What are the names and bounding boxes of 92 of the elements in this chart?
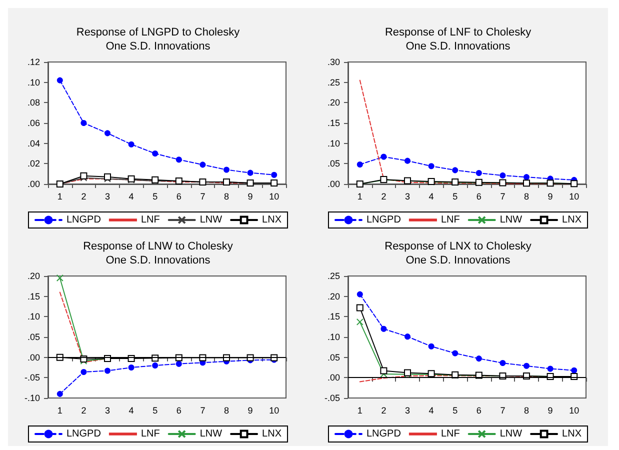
y-tick-label: .10 [327,138,340,148]
y-tick-label: .04 [27,138,40,148]
x-tick-label: 2 [81,192,86,202]
chart-title: Response of LNF to Cholesky [384,26,532,38]
y-tick-label: .20 [327,98,340,108]
legend-label: LNGPD [366,428,401,440]
chart-subtitle: One S.D. Innovations [106,254,211,266]
legend-label: LNX [262,428,282,440]
legend-label: LNW [500,214,523,226]
y-tick-label: .05 [327,352,340,362]
y-tick-label: -.05 [324,393,340,403]
x-tick-label: 5 [152,192,158,202]
x-tick-label: 1 [357,192,362,202]
legend-label: LNF [140,428,160,440]
y-tick-label: .02 [27,158,40,169]
x-tick-label: 4 [128,406,134,416]
y-tick-label: -.05 [24,372,40,383]
y-tick-label: .05 [327,158,340,169]
x-tick-label: 3 [404,406,410,416]
y-tick-label: .12 [27,57,40,67]
y-tick-label: .10 [27,312,40,322]
y-tick-label: .06 [27,118,40,128]
x-tick-label: 5 [152,406,158,416]
y-tick-label: .25 [327,271,340,281]
x-tick-label: 3 [104,406,110,416]
chart-subtitle: One S.D. Innovations [406,40,511,52]
legend-label: LNF [140,214,160,226]
x-tick-label: 9 [548,192,553,202]
x-tick-label: 7 [500,192,506,202]
chart-title: Response of LNGPD to Cholesky [76,26,240,38]
x-tick-label: 6 [476,192,482,202]
y-tick-label: .15 [327,312,340,322]
y-tick-label: -.10 [24,393,40,403]
x-tick-label: 9 [248,406,253,416]
x-tick-label: 6 [176,192,182,202]
y-tick-label: .20 [27,271,40,281]
x-tick-label: 6 [176,406,182,416]
x-tick-label: 1 [357,406,362,416]
x-tick-label: 10 [269,406,280,416]
legend-label: LNGPD [66,214,101,226]
x-tick-label: 7 [500,406,506,416]
x-tick-label: 7 [200,406,206,416]
y-tick-label: .00 [327,372,340,383]
y-tick-label: .15 [27,291,40,302]
legend-label: LNX [262,214,282,226]
x-tick-label: 8 [224,192,230,202]
x-tick-label: 4 [428,192,434,202]
x-tick-label: 8 [524,406,530,416]
y-tick-label: .10 [27,77,40,88]
x-tick-label: 7 [200,192,206,202]
y-tick-label: .00 [27,179,40,189]
y-tick-label: .15 [327,118,340,128]
legend-label: LNW [500,428,523,440]
x-tick-label: 5 [452,192,458,202]
x-tick-label: 3 [104,192,110,202]
legend-label: LNGPD [66,428,101,440]
y-tick-label: .05 [27,332,40,342]
x-tick-label: 9 [248,192,253,202]
chart-title: Response of LNX to Cholesky [384,240,532,252]
x-tick-label: 10 [569,192,580,202]
y-tick-label: .08 [27,98,40,108]
chart-title: Response of LNW to Cholesky [83,240,234,252]
y-tick-label: .20 [327,291,340,302]
y-tick-label: .30 [327,57,340,67]
x-tick-label: 4 [428,406,434,416]
chart-subtitle: One S.D. Innovations [106,40,211,52]
y-tick-label: .00 [27,352,40,362]
x-tick-label: 6 [476,406,482,416]
legend-label: LNF [440,428,460,440]
legend-label: LNW [200,428,223,440]
legend-label: LNX [562,428,582,440]
x-tick-label: 10 [569,406,580,416]
x-tick-label: 8 [224,406,230,416]
y-tick-label: .10 [327,332,340,342]
x-tick-label: 1 [57,406,62,416]
x-tick-label: 8 [524,192,530,202]
x-tick-label: 5 [452,406,458,416]
x-tick-label: 3 [404,192,410,202]
y-tick-label: .00 [327,179,340,189]
legend-label: LNW [200,214,223,226]
y-tick-label: .25 [327,77,340,88]
chart-subtitle: One S.D. Innovations [406,254,511,266]
x-tick-label: 9 [548,406,553,416]
legend-label: LNF [440,214,460,226]
x-tick-label: 2 [381,406,386,416]
legend-label: LNX [562,214,582,226]
x-tick-label: 10 [269,192,280,202]
x-tick-label: 1 [57,192,62,202]
x-tick-label: 2 [81,406,86,416]
x-tick-label: 2 [381,192,386,202]
x-tick-label: 4 [128,192,134,202]
legend-label: LNGPD [366,214,401,226]
